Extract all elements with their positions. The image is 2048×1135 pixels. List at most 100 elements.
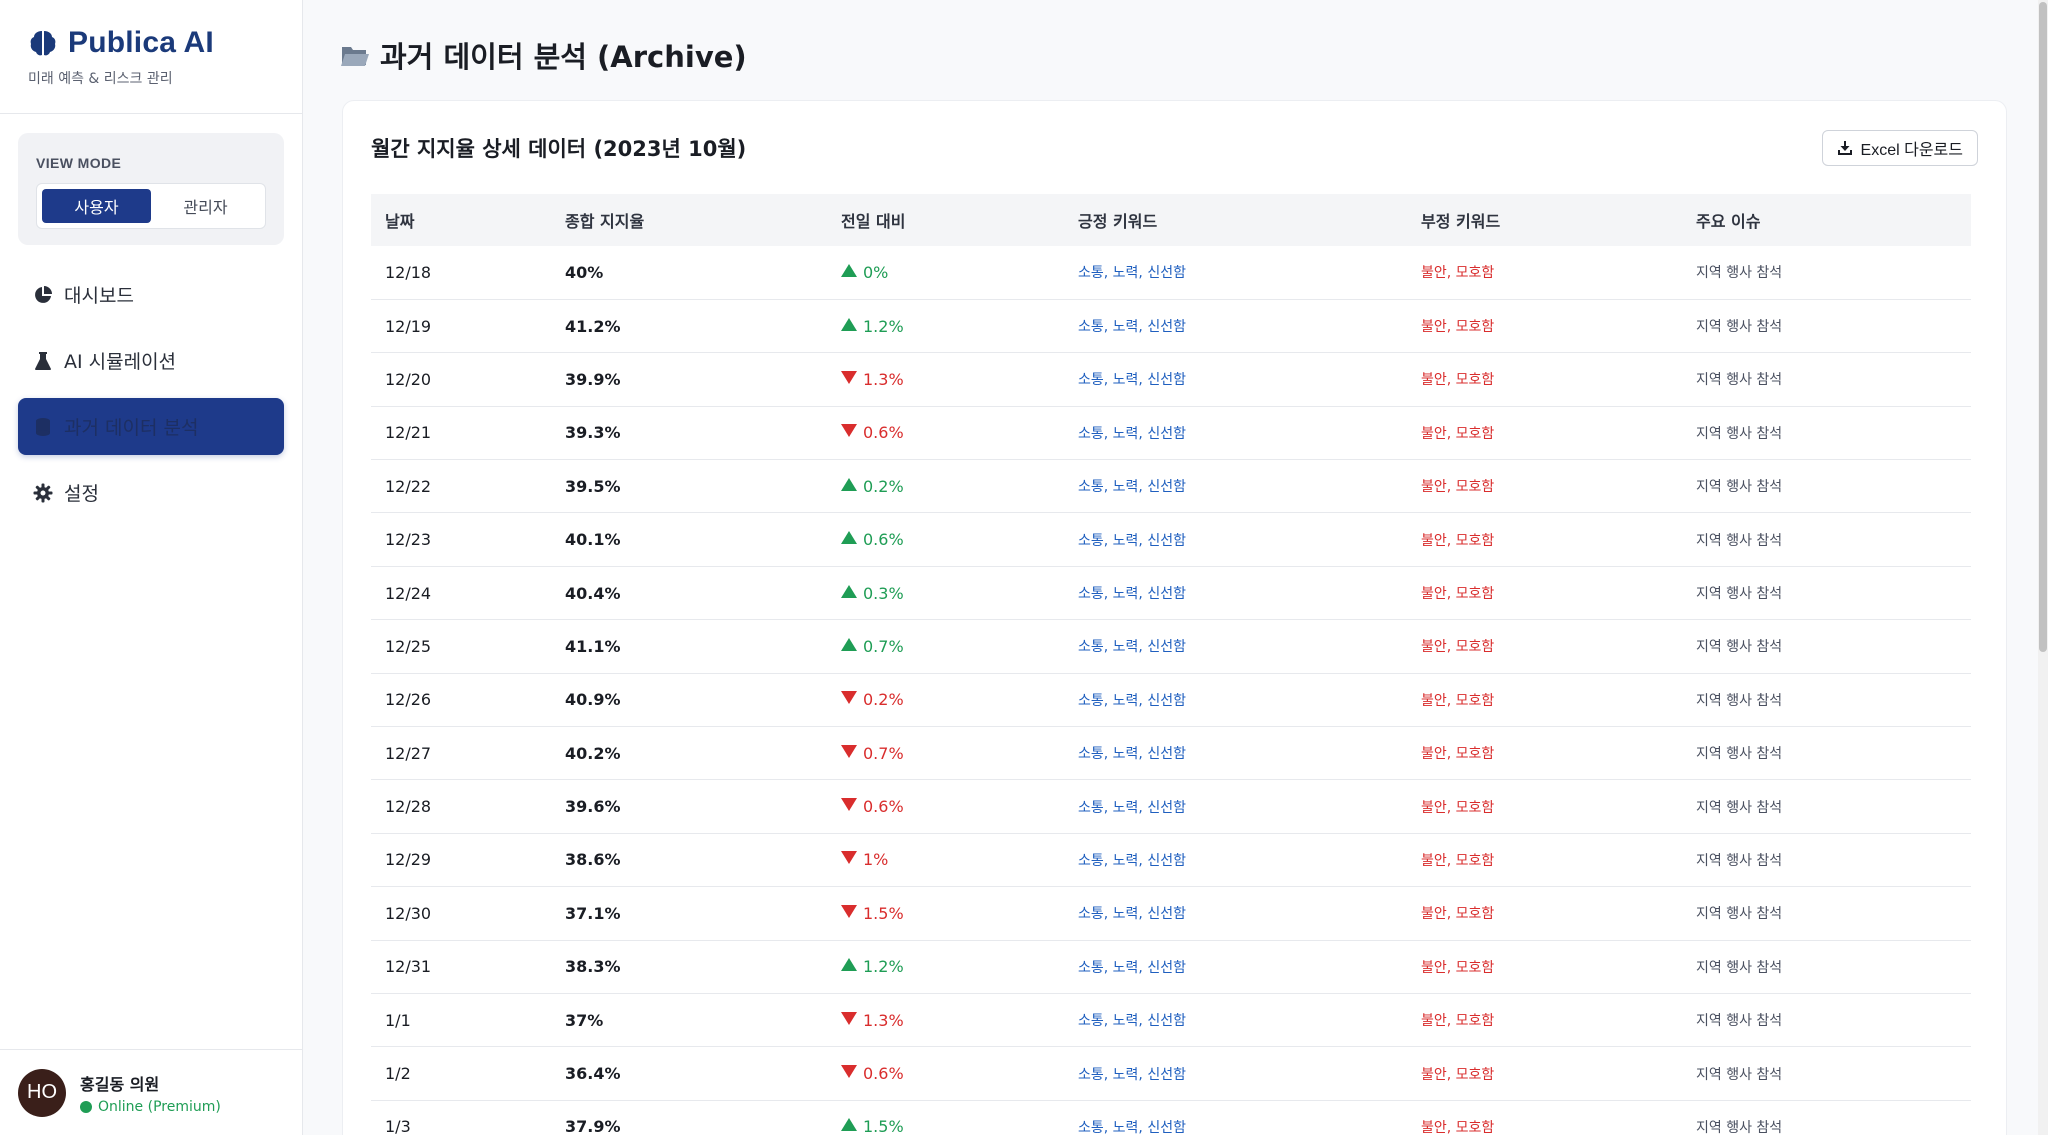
avatar: HO xyxy=(18,1068,66,1117)
column-header-positive-keywords[interactable]: 긍정 키워드 xyxy=(1064,194,1407,246)
down-arrow-icon xyxy=(841,424,857,438)
cell-rate: 39.5% xyxy=(551,459,827,514)
down-arrow-icon xyxy=(841,798,857,812)
column-header-date[interactable]: 날짜 xyxy=(371,194,551,246)
sidebar-item-settings[interactable]: 설정 xyxy=(18,464,284,521)
cell-rate: 40.4% xyxy=(551,566,827,621)
gear-icon xyxy=(32,482,54,504)
change-value: 0.6% xyxy=(863,423,904,443)
cell-negative-keywords: 불안, 모호함 xyxy=(1407,512,1682,567)
cell-rate: 38.6% xyxy=(551,833,827,888)
page-title: 과거 데이터 분석 (Archive) xyxy=(340,34,747,76)
cell-change: 0.6% xyxy=(827,779,1064,834)
cell-issue: 지역 행사 참석 xyxy=(1682,940,1971,994)
table-row[interactable]: 12/19 41.2% 1.2% 소통, 노력, 신선함 불안, 모호함 지역 행사 참석 xyxy=(371,299,1971,354)
change-value: 1.5% xyxy=(863,1117,904,1135)
cell-rate: 40.1% xyxy=(551,512,827,567)
brand: Publica AI 미래 예측 & 리스크 관리 xyxy=(0,0,302,114)
down-arrow-icon xyxy=(841,851,857,865)
cell-date: 12/28 xyxy=(371,779,551,834)
cell-issue: 지역 행사 참석 xyxy=(1682,406,1971,461)
cell-change: 1.5% xyxy=(827,886,1064,941)
table-row[interactable]: 12/23 40.1% 0.6% 소통, 노력, 신선함 불안, 모호함 지역 행사 참석 xyxy=(371,512,1971,567)
cell-change: 0.7% xyxy=(827,619,1064,674)
cell-negative-keywords: 불안, 모호함 xyxy=(1407,1100,1682,1135)
cell-negative-keywords: 불안, 모호함 xyxy=(1407,886,1682,941)
scrollbar-thumb[interactable] xyxy=(2039,2,2047,652)
cell-change: 1.2% xyxy=(827,299,1064,354)
table-row[interactable]: 12/31 38.3% 1.2% 소통, 노력, 신선함 불안, 모호함 지역 행사 참석 xyxy=(371,940,1971,994)
cell-negative-keywords: 불안, 모호함 xyxy=(1407,833,1682,888)
table-row[interactable]: 12/18 40% 0% 소통, 노력, 신선함 불안, 모호함 지역 행사 참석 xyxy=(371,246,1971,300)
table-row[interactable]: 1/1 37% 1.3% 소통, 노력, 신선함 불안, 모호함 지역 행사 참석 xyxy=(371,993,1971,1048)
change-value: 1.2% xyxy=(863,316,904,336)
sidebar-item-label: 대시보드 xyxy=(64,285,134,307)
user-profile[interactable]: HO 홍길동 의원 Online (Premium) xyxy=(0,1049,303,1135)
table-row[interactable]: 12/22 39.5% 0.2% 소통, 노력, 신선함 불안, 모호함 지역 행사 참석 xyxy=(371,459,1971,514)
cell-rate: 37% xyxy=(551,993,827,1048)
cell-positive-keywords: 소통, 노력, 신선함 xyxy=(1064,673,1407,728)
cell-change: 1.5% xyxy=(827,1100,1064,1135)
column-header-negative-keywords[interactable]: 부정 키워드 xyxy=(1407,194,1682,246)
cell-rate: 37.9% xyxy=(551,1100,827,1135)
table-row[interactable]: 12/30 37.1% 1.5% 소통, 노력, 신선함 불안, 모호함 지역 행사 참석 xyxy=(371,886,1971,941)
view-mode-admin-option[interactable]: 관리자 xyxy=(183,198,228,217)
sidebar-item-archive[interactable]: 과거 데이터 분석 xyxy=(18,398,284,455)
cell-negative-keywords: 불안, 모호함 xyxy=(1407,673,1682,728)
cell-change: 1.2% xyxy=(827,940,1064,994)
table-row[interactable]: 12/24 40.4% 0.3% 소통, 노력, 신선함 불안, 모호함 지역 행사 참석 xyxy=(371,566,1971,621)
cell-issue: 지역 행사 참석 xyxy=(1682,673,1971,728)
cell-date: 1/1 xyxy=(371,993,551,1048)
cell-change: 0.2% xyxy=(827,459,1064,514)
column-header-issue[interactable]: 주요 이슈 xyxy=(1682,194,1971,246)
table-row[interactable]: 1/2 36.4% 0.6% 소통, 노력, 신선함 불안, 모호함 지역 행사 참석 xyxy=(371,1046,1971,1101)
change-value: 0.7% xyxy=(863,743,904,763)
table-row[interactable]: 1/3 37.9% 1.5% 소통, 노력, 신선함 불안, 모호함 지역 행사 참석 xyxy=(371,1100,1971,1135)
table-row[interactable]: 12/20 39.9% 1.3% 소통, 노력, 신선함 불안, 모호함 지역 행사 참석 xyxy=(371,352,1971,407)
up-arrow-icon xyxy=(841,531,857,545)
database-icon xyxy=(32,416,54,438)
cell-change: 1.3% xyxy=(827,352,1064,407)
table-row[interactable]: 12/25 41.1% 0.7% 소통, 노력, 신선함 불안, 모호함 지역 행사 참석 xyxy=(371,619,1971,674)
cell-positive-keywords: 소통, 노력, 신선함 xyxy=(1064,406,1407,461)
cell-change: 0.6% xyxy=(827,512,1064,567)
cell-date: 12/30 xyxy=(371,886,551,941)
cell-rate: 41.2% xyxy=(551,299,827,354)
table-row[interactable]: 12/28 39.6% 0.6% 소통, 노력, 신선함 불안, 모호함 지역 행사 참석 xyxy=(371,779,1971,834)
cell-date: 12/24 xyxy=(371,566,551,621)
change-value: 0.2% xyxy=(863,690,904,710)
cell-rate: 41.1% xyxy=(551,619,827,674)
cell-positive-keywords: 소통, 노력, 신선함 xyxy=(1064,1046,1407,1101)
table-row[interactable]: 12/21 39.3% 0.6% 소통, 노력, 신선함 불안, 모호함 지역 행사 참석 xyxy=(371,406,1971,461)
sidebar-item-dashboard[interactable]: 대시보드 xyxy=(18,266,284,323)
down-arrow-icon xyxy=(841,1011,857,1025)
column-header-change[interactable]: 전일 대비 xyxy=(827,194,1064,246)
cell-date: 12/20 xyxy=(371,352,551,407)
excel-download-label: Excel 다운로드 xyxy=(1860,142,1963,159)
brain-icon xyxy=(28,28,58,58)
scrollbar[interactable] xyxy=(2038,0,2048,1135)
cell-date: 12/29 xyxy=(371,833,551,888)
table-row[interactable]: 12/27 40.2% 0.7% 소통, 노력, 신선함 불안, 모호함 지역 행사 참석 xyxy=(371,726,1971,781)
cell-change: 0.6% xyxy=(827,1046,1064,1101)
column-header-rate[interactable]: 종합 지지율 xyxy=(551,194,827,246)
view-mode-user-option[interactable]: 사용자 xyxy=(42,189,151,223)
cell-positive-keywords: 소통, 노력, 신선함 xyxy=(1064,940,1407,994)
table-row[interactable]: 12/26 40.9% 0.2% 소통, 노력, 신선함 불안, 모호함 지역 행사 참석 xyxy=(371,673,1971,728)
cell-negative-keywords: 불안, 모호함 xyxy=(1407,779,1682,834)
excel-download-button[interactable]: Excel 다운로드 xyxy=(1821,130,1978,166)
online-status-icon xyxy=(80,1100,92,1113)
sidebar-item-ai-simulation[interactable]: AI 시뮬레이션 xyxy=(18,332,284,389)
cell-negative-keywords: 불안, 모호함 xyxy=(1407,940,1682,994)
cell-issue: 지역 행사 참석 xyxy=(1682,726,1971,781)
change-value: 1% xyxy=(863,850,889,870)
cell-issue: 지역 행사 참석 xyxy=(1682,619,1971,674)
table-row[interactable]: 12/29 38.6% 1% 소통, 노력, 신선함 불안, 모호함 지역 행사 참석 xyxy=(371,833,1971,888)
table-header-row: 날짜 종합 지지율 전일 대비 긍정 키워드 부정 키워드 주요 이슈 xyxy=(371,194,1971,246)
change-value: 0.6% xyxy=(863,797,904,817)
cell-issue: 지역 행사 참석 xyxy=(1682,566,1971,621)
change-value: 0.3% xyxy=(863,583,904,603)
cell-rate: 38.3% xyxy=(551,940,827,994)
cell-negative-keywords: 불안, 모호함 xyxy=(1407,406,1682,461)
cell-date: 12/22 xyxy=(371,459,551,514)
